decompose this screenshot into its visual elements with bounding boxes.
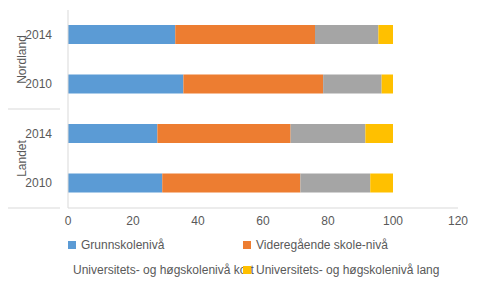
svg-text:Landet: Landet xyxy=(15,139,29,176)
svg-text:100: 100 xyxy=(383,214,403,228)
svg-text:2010: 2010 xyxy=(25,176,52,190)
svg-text:2014: 2014 xyxy=(25,127,52,141)
svg-text:20: 20 xyxy=(126,214,140,228)
svg-text:2014: 2014 xyxy=(25,28,52,42)
svg-text:120: 120 xyxy=(448,214,468,228)
svg-text:80: 80 xyxy=(321,214,335,228)
svg-text:2010: 2010 xyxy=(25,77,52,91)
html-text:Videregående skole-nivå: Videregående skole-nivå xyxy=(256,238,388,252)
svg-text:Nordland: Nordland xyxy=(15,35,29,84)
svg-text:60: 60 xyxy=(256,214,270,228)
html-text:Grunnskolenivå: Grunnskolenivå xyxy=(81,238,165,252)
svg-text:0: 0 xyxy=(65,214,72,228)
html-text:Universitets- og høgskolenivå: Universitets- og høgskolenivå kort Unive… xyxy=(73,263,440,277)
svg-text:40: 40 xyxy=(191,214,205,228)
